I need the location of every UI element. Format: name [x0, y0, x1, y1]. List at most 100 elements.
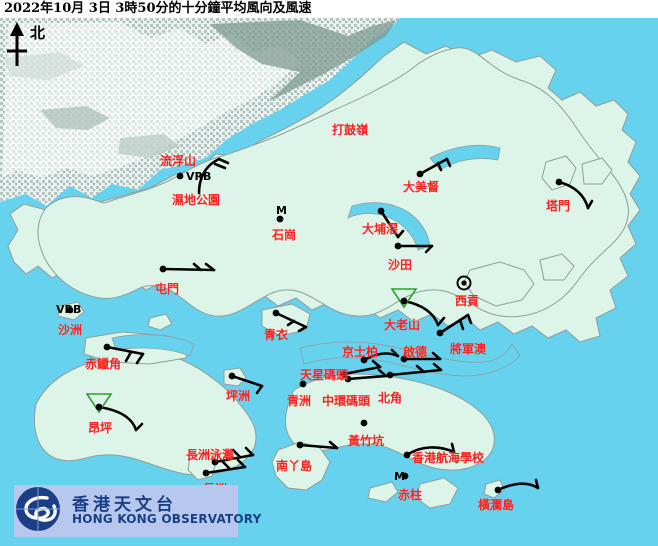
station-marker-ngong-ping[interactable] — [85, 393, 113, 414]
station-dot — [211, 458, 219, 466]
missing-indicator-shek-kong: M — [276, 204, 287, 217]
station-dot — [159, 265, 167, 273]
mainland-satellite-texture — [0, 18, 400, 206]
wind-barb-tsing-yi — [274, 311, 308, 333]
wind-barb-star-ferry — [342, 359, 382, 376]
station-marker-central-pier[interactable] — [344, 375, 352, 383]
station-label-tai-mei-tuk: 大美督 — [403, 180, 440, 194]
station-label-north-point: 北角 — [378, 391, 403, 405]
station-marker-sha-chau[interactable] — [66, 306, 74, 314]
station-marker-north-point[interactable] — [386, 371, 394, 379]
station-label-tsing-yi: 青衣 — [264, 328, 289, 342]
station-marker-star-ferry[interactable] — [340, 370, 348, 378]
wind-barb-ngong-ping — [97, 405, 144, 432]
station-marker-sai-kung[interactable] — [456, 275, 472, 291]
station-label-ngong-ping: 昂坪 — [88, 421, 113, 435]
vrb-indicator-sha-chau: VRB — [56, 303, 82, 316]
station-dot — [377, 207, 385, 215]
station-marker-tai-mei-tuk[interactable] — [416, 170, 424, 178]
wind-barb-tai-po-kau — [379, 209, 405, 239]
wind-barb-wetland-park — [197, 157, 230, 195]
station-dot — [400, 297, 408, 305]
wind-barb-tseung-kwan-o — [438, 313, 473, 335]
station-dot — [344, 375, 352, 383]
wind-barb-central-pier — [346, 368, 388, 381]
station-marker-shek-kong[interactable] — [276, 215, 284, 223]
wind-barb-tuen-mun — [161, 262, 216, 272]
station-marker-tate-cairn[interactable] — [390, 288, 418, 309]
station-marker-stanley[interactable] — [401, 472, 409, 480]
wind-barb-tai-mei-tuk — [418, 157, 452, 176]
station-marker-peng-chau[interactable] — [228, 372, 236, 380]
hko-swirl-logo-icon — [16, 487, 60, 531]
station-label-peng-chau: 坪洲 — [226, 389, 251, 403]
wind-barb-peng-chau — [230, 374, 264, 395]
station-label-tseung-kwan-o: 將軍澳 — [450, 342, 487, 356]
hko-name-en: HONG KONG OBSERVATORY — [72, 512, 262, 526]
station-dot — [66, 306, 74, 314]
station-label-lau-fau-shan: 流浮山 — [160, 154, 197, 168]
station-label-sha-tin: 沙田 — [388, 258, 413, 272]
station-label-wong-chuk-hang: 黃竹坑 — [348, 434, 385, 448]
station-marker-cheung-chau-beach[interactable] — [211, 458, 219, 466]
station-marker-kings-park[interactable] — [360, 356, 368, 364]
wind-barb-waglan-island — [496, 478, 540, 492]
station-label-central-pier: 中環碼頭 — [322, 394, 371, 408]
wind-barb-sha-tin — [396, 244, 434, 254]
station-dot — [360, 419, 368, 427]
station-dot — [400, 355, 408, 363]
station-marker-wong-chuk-hang[interactable] — [360, 419, 368, 427]
wind-barb-lamma-island — [298, 440, 339, 450]
station-dot — [299, 380, 307, 388]
wind-barb-cheung-chau-beach — [213, 446, 255, 464]
station-label-cheung-chau-beach: 長洲泳灘 — [186, 448, 235, 462]
wind-barb-chek-lap-kok — [105, 345, 145, 365]
wind-barb-cheung-chau — [204, 458, 247, 475]
station-label-wetland-park: 濕地公園 — [172, 193, 221, 207]
wind-barb-kai-tak — [402, 351, 442, 361]
station-marker-tuen-mun[interactable] — [159, 265, 167, 273]
page-title: 2022年10月 3日 3時50分的十分鐘平均風向及風速 — [4, 1, 312, 16]
station-dot — [416, 170, 424, 178]
station-dot — [555, 178, 563, 186]
station-marker-chek-lap-kok[interactable] — [103, 343, 111, 351]
station-dot — [494, 486, 502, 494]
station-dot — [296, 441, 304, 449]
missing-indicator-stanley: M — [394, 470, 405, 483]
station-marker-tsing-yi[interactable] — [272, 309, 280, 317]
station-dot — [103, 343, 111, 351]
hko-logo: 香港天文台 HONG KONG OBSERVATORY — [14, 485, 261, 537]
station-marker-lamma-island[interactable] — [296, 441, 304, 449]
station-label-hk-sea-school: 香港航海學校 — [412, 451, 485, 465]
station-marker-sha-tin[interactable] — [394, 242, 402, 250]
station-label-tuen-mun: 屯門 — [155, 282, 180, 296]
station-dot — [403, 451, 411, 459]
wind-barb-north-point — [388, 362, 443, 377]
station-label-kings-park: 京士柏 — [342, 345, 379, 359]
station-marker-cheung-chau[interactable] — [202, 469, 210, 477]
station-dot — [272, 309, 280, 317]
station-marker-wetland-park[interactable] — [176, 172, 184, 180]
station-dot — [276, 215, 284, 223]
map-geography — [0, 18, 658, 546]
station-marker-tai-po-kau[interactable] — [377, 207, 385, 215]
station-label-sha-chau: 沙洲 — [58, 323, 83, 337]
vrb-indicator-wetland-park: VRB — [186, 170, 212, 183]
station-marker-waglan-island[interactable] — [494, 486, 502, 494]
station-label-star-ferry: 天星碼頭 — [300, 368, 349, 382]
wind-barb-hk-sea-school — [405, 442, 456, 457]
station-marker-kai-tak[interactable] — [400, 355, 408, 363]
station-marker-tseung-kwan-o[interactable] — [436, 329, 444, 337]
station-dot — [386, 371, 394, 379]
wind-barb-tap-mun — [557, 180, 594, 210]
station-marker-hk-sea-school[interactable] — [403, 451, 411, 459]
hong-kong-wind-map: 打鼓嶺流浮山濕地公園VRB石崗M屯門沙洲VRB赤鱲角昂坪坪洲長洲泳灘長洲青衣青洲… — [0, 18, 658, 546]
title-bar: 2022年10月 3日 3時50分的十分鐘平均風向及風速 — [0, 0, 658, 18]
station-dot — [95, 403, 103, 411]
station-label-sai-kung: 西貢 — [455, 294, 480, 308]
station-marker-green-island[interactable] — [299, 380, 307, 388]
station-marker-tap-mun[interactable] — [555, 178, 563, 186]
station-label-shek-kong: 石崗 — [272, 228, 297, 242]
station-label-waglan-island: 橫瀾島 — [478, 498, 515, 512]
